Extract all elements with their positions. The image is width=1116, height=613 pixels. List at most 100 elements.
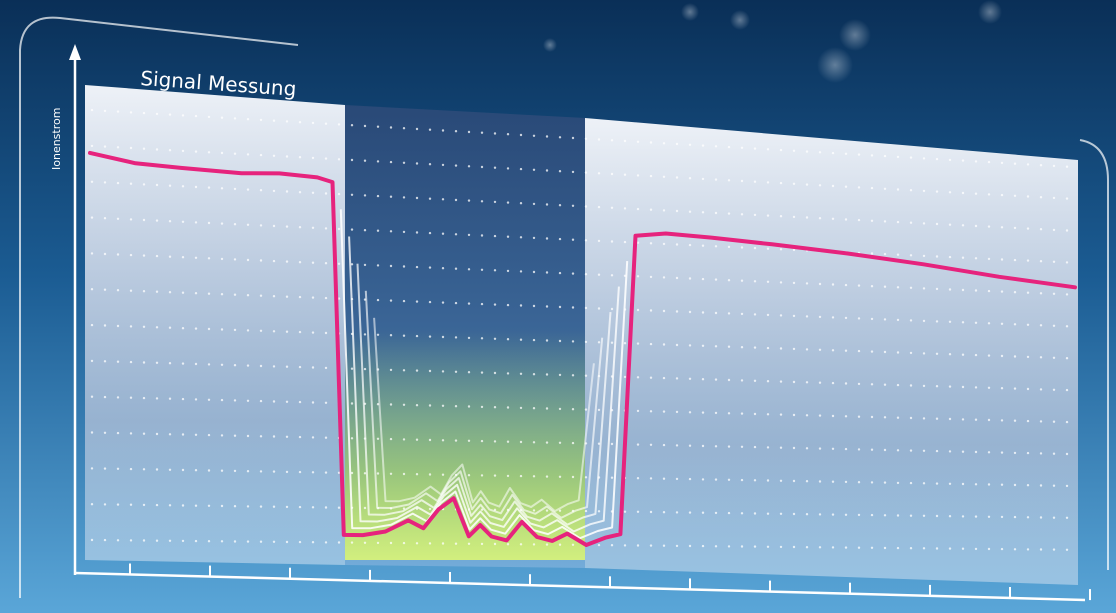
grid-dot xyxy=(441,404,445,407)
grid-dot xyxy=(1026,451,1030,455)
grid-dot xyxy=(909,384,913,387)
grid-dot xyxy=(233,328,237,332)
grid-dot xyxy=(870,350,874,353)
grid-dot xyxy=(1039,260,1043,263)
grid-dot xyxy=(324,506,328,509)
grid-dot xyxy=(402,334,406,337)
grid-dot xyxy=(974,160,978,163)
grid-dot xyxy=(246,540,250,543)
grid-dot xyxy=(168,539,172,542)
grid-dot xyxy=(428,438,432,442)
grid-dot xyxy=(233,505,237,508)
grid-dot xyxy=(935,157,939,161)
grid-dot xyxy=(636,443,640,446)
grid-dot xyxy=(740,279,744,282)
grid-dot xyxy=(480,302,484,306)
grid-dot xyxy=(740,246,744,249)
grid-dot xyxy=(311,471,315,474)
grid-dot xyxy=(389,160,393,164)
grid-dot xyxy=(935,320,939,323)
grid-dot xyxy=(90,288,94,291)
grid-dot xyxy=(896,481,900,485)
grid-dot xyxy=(649,510,653,514)
grid-dot xyxy=(883,416,887,419)
grid-dot xyxy=(545,509,549,512)
grid-dot xyxy=(155,326,159,329)
grid-dot xyxy=(220,293,224,296)
grid-dot xyxy=(675,276,679,280)
grid-dot xyxy=(675,511,679,514)
grid-dot xyxy=(714,278,718,281)
grid-dot xyxy=(662,242,666,246)
grid-dot xyxy=(90,503,94,506)
grid-dot xyxy=(1039,420,1043,423)
grid-dot xyxy=(428,473,432,476)
grid-dot xyxy=(805,546,809,549)
grid-dot xyxy=(1065,516,1069,519)
grid-dot xyxy=(350,228,354,231)
grid-dot xyxy=(909,481,913,485)
grid-dot xyxy=(766,247,770,250)
grid-dot xyxy=(753,346,757,349)
grid-dot xyxy=(116,289,120,292)
grid-dot xyxy=(883,187,887,190)
grid-dot xyxy=(688,411,692,414)
grid-dot xyxy=(610,206,614,209)
grid-dot xyxy=(649,275,653,279)
grid-dot xyxy=(727,179,731,182)
grid-dot xyxy=(311,296,315,299)
grid-dot xyxy=(922,222,926,225)
grid-dot xyxy=(415,542,419,545)
grid-dot xyxy=(870,154,874,157)
grid-dot xyxy=(571,170,575,174)
grid-dot xyxy=(753,512,757,515)
grid-dot xyxy=(753,479,757,482)
grid-dot xyxy=(974,192,978,195)
grid-dot xyxy=(116,146,120,149)
grid-dot xyxy=(558,543,562,546)
grid-dot xyxy=(298,295,302,299)
grid-dot xyxy=(272,435,276,438)
grid-dot xyxy=(1026,291,1030,294)
grid-dot xyxy=(740,445,744,448)
grid-dot xyxy=(194,362,198,366)
grid-dot xyxy=(168,397,172,400)
grid-dot xyxy=(272,154,276,157)
grid-dot xyxy=(1000,387,1004,390)
grid-dot xyxy=(428,231,432,235)
grid-dot xyxy=(584,306,588,310)
grid-dot xyxy=(571,543,575,546)
grid-dot xyxy=(597,408,601,412)
grid-dot xyxy=(1013,323,1017,326)
grid-dot xyxy=(103,217,107,220)
grid-dot xyxy=(233,540,237,543)
grid-dot xyxy=(90,108,94,112)
grid-dot xyxy=(896,253,900,256)
grid-dot xyxy=(896,449,900,452)
grid-dot xyxy=(649,174,653,178)
grid-dot xyxy=(207,504,211,507)
grid-dot xyxy=(415,127,419,131)
grid-dot xyxy=(883,481,887,484)
grid-dot xyxy=(701,177,705,181)
grid-dot xyxy=(181,220,185,223)
grid-dot xyxy=(194,292,198,295)
grid-dot xyxy=(272,295,276,298)
y-axis-label: Ionenstrom xyxy=(50,108,63,170)
grid-dot xyxy=(714,311,718,315)
grid-dot xyxy=(844,349,848,352)
grid-dot xyxy=(311,261,315,264)
grid-dot xyxy=(961,547,965,550)
grid-dot xyxy=(532,202,536,206)
grid-dot xyxy=(532,407,536,410)
grid-dot xyxy=(922,514,926,517)
grid-dot xyxy=(1013,355,1017,358)
grid-dot xyxy=(948,417,952,421)
grid-dot xyxy=(454,164,458,167)
grid-dot xyxy=(779,380,783,383)
grid-dot xyxy=(948,353,952,356)
reference-curve xyxy=(356,263,612,526)
grid-dot xyxy=(506,474,510,478)
grid-dot xyxy=(337,471,341,474)
